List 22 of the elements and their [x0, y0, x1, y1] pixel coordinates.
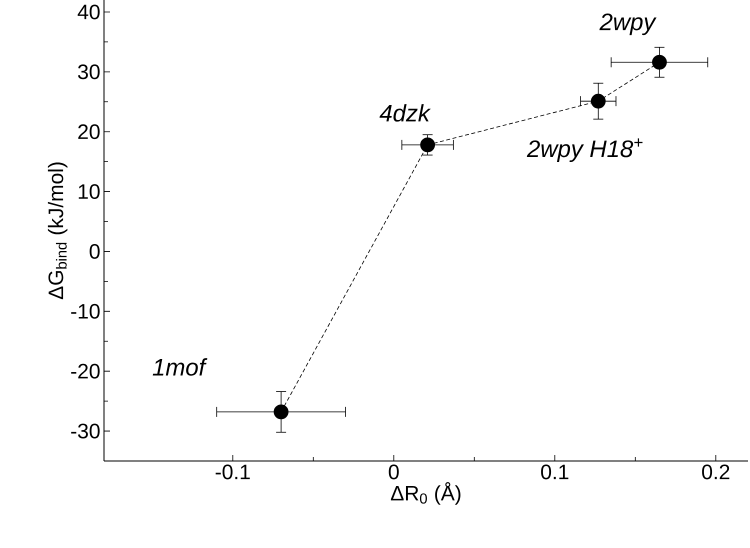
y-tick-label: 10 — [78, 184, 100, 199]
point — [590, 94, 606, 109]
x-tick-label: 0.1 — [541, 464, 568, 480]
annotation: 1mof — [152, 358, 208, 376]
point — [420, 137, 436, 152]
y-tick-label: -10 — [71, 304, 100, 319]
annotation: 2wpy H18$^{+}$ — [526, 138, 642, 162]
y-tick-label: 20 — [78, 124, 100, 140]
x-tick-label: 0 — [388, 464, 399, 480]
y-tick-label: -30 — [71, 424, 100, 438]
y-axis-title: ΔG$_{bind}$ (kJ/mol) — [48, 162, 68, 300]
x-tick-label: 0.2 — [702, 464, 730, 480]
x-tick-label: -0.1 — [216, 464, 250, 480]
point — [274, 404, 288, 420]
annotation: 2wpy — [599, 13, 657, 36]
point — [652, 54, 667, 70]
annotation: 4dzk — [380, 104, 431, 122]
y-tick-label: 0 — [90, 244, 100, 259]
y-tick-label: -20 — [71, 364, 100, 379]
y-tick-label: 40 — [78, 4, 100, 20]
y-tick-label: 30 — [78, 64, 100, 80]
x-axis-title: ΔR$_{0}$ (Å) — [390, 482, 460, 505]
